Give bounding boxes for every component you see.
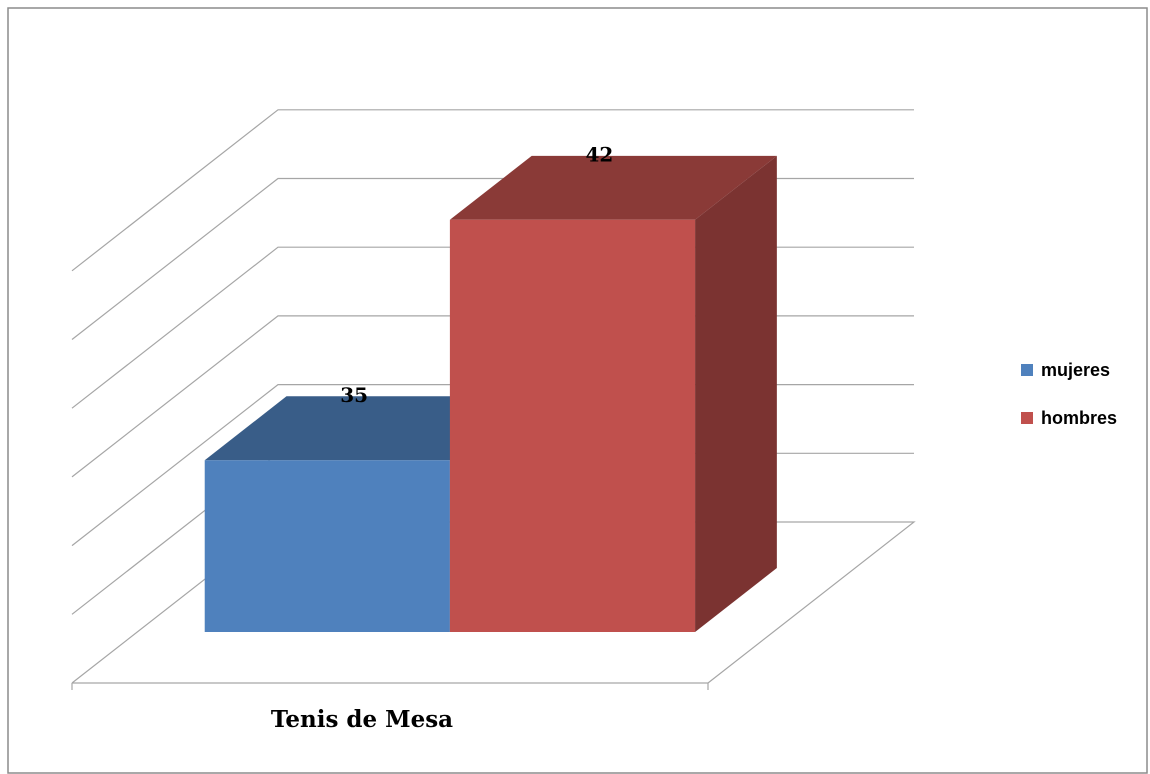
legend-swatch xyxy=(1021,412,1033,424)
bar-side xyxy=(695,155,777,632)
legend-swatch xyxy=(1021,364,1033,376)
grid-line xyxy=(71,109,914,272)
legend-label: hombres xyxy=(1041,408,1117,428)
legend-label: mujeres xyxy=(1041,360,1110,380)
bar xyxy=(449,219,696,632)
bar xyxy=(204,460,450,632)
x-tick-label: Tenis de Mesa xyxy=(271,706,453,733)
data-label: 35 xyxy=(340,383,368,407)
data-label: 42 xyxy=(585,142,613,166)
bar-top xyxy=(449,155,777,220)
